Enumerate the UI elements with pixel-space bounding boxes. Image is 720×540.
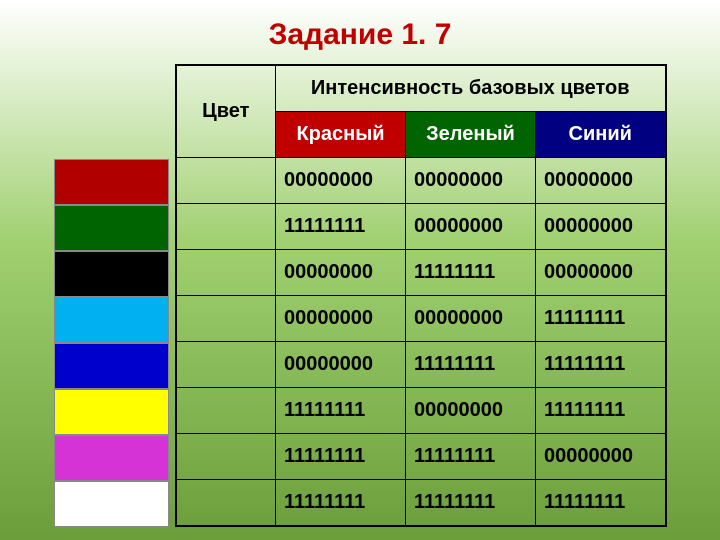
empty-cell <box>176 157 276 203</box>
blue-value-cell: 00000000 <box>536 157 666 203</box>
empty-cell <box>176 480 276 526</box>
blue-subheader: Синий <box>536 111 666 157</box>
green-subheader: Зеленый <box>406 111 536 157</box>
intensity-header: Интенсивность базовых цветов <box>276 65 666 111</box>
table-header-row-1: Цвет Интенсивность базовых цветов <box>176 65 666 111</box>
color-swatch <box>54 297 169 343</box>
color-swatch <box>54 251 169 297</box>
green-value-cell: 11111111 <box>406 480 536 526</box>
green-value-cell: 00000000 <box>406 295 536 341</box>
empty-cell <box>176 295 276 341</box>
green-value-cell: 00000000 <box>406 388 536 434</box>
red-value-cell: 11111111 <box>276 434 406 480</box>
green-value-cell: 00000000 <box>406 157 536 203</box>
color-swatch <box>54 435 169 481</box>
color-swatch <box>54 481 169 527</box>
blue-value-cell: 11111111 <box>536 342 666 388</box>
color-swatch-column <box>54 159 169 527</box>
color-swatch <box>54 159 169 205</box>
green-value-cell: 11111111 <box>406 342 536 388</box>
empty-cell <box>176 249 276 295</box>
blue-value-cell: 11111111 <box>536 388 666 434</box>
table-row: 00000000 00000000 00000000 <box>176 157 666 203</box>
red-value-cell: 11111111 <box>276 203 406 249</box>
blue-value-cell: 11111111 <box>536 480 666 526</box>
empty-cell <box>176 203 276 249</box>
green-value-cell: 11111111 <box>406 249 536 295</box>
rgb-table: Цвет Интенсивность базовых цветов Красны… <box>175 64 667 527</box>
blue-value-cell: 00000000 <box>536 203 666 249</box>
red-value-cell: 00000000 <box>276 295 406 341</box>
blue-value-cell: 00000000 <box>536 249 666 295</box>
green-value-cell: 00000000 <box>406 203 536 249</box>
color-column-header: Цвет <box>176 65 276 157</box>
green-value-cell: 11111111 <box>406 434 536 480</box>
red-value-cell: 00000000 <box>276 342 406 388</box>
table-row: 11111111 00000000 11111111 <box>176 388 666 434</box>
page-title: Задание 1. 7 <box>0 0 720 64</box>
table-row: 00000000 00000000 11111111 <box>176 295 666 341</box>
blue-value-cell: 11111111 <box>536 295 666 341</box>
color-swatch <box>54 343 169 389</box>
empty-cell <box>176 388 276 434</box>
table-row: 11111111 00000000 00000000 <box>176 203 666 249</box>
blue-value-cell: 00000000 <box>536 434 666 480</box>
empty-cell <box>176 342 276 388</box>
table-row: 00000000 11111111 11111111 <box>176 342 666 388</box>
red-value-cell: 11111111 <box>276 388 406 434</box>
red-value-cell: 00000000 <box>276 249 406 295</box>
table-row: 11111111 11111111 00000000 <box>176 434 666 480</box>
table-row: 00000000 11111111 00000000 <box>176 249 666 295</box>
red-value-cell: 11111111 <box>276 480 406 526</box>
color-swatch <box>54 389 169 435</box>
red-value-cell: 00000000 <box>276 157 406 203</box>
color-swatch <box>54 205 169 251</box>
red-subheader: Красный <box>276 111 406 157</box>
main-container: Цвет Интенсивность базовых цветов Красны… <box>0 64 720 527</box>
table-row: 11111111 11111111 11111111 <box>176 480 666 526</box>
empty-cell <box>176 434 276 480</box>
